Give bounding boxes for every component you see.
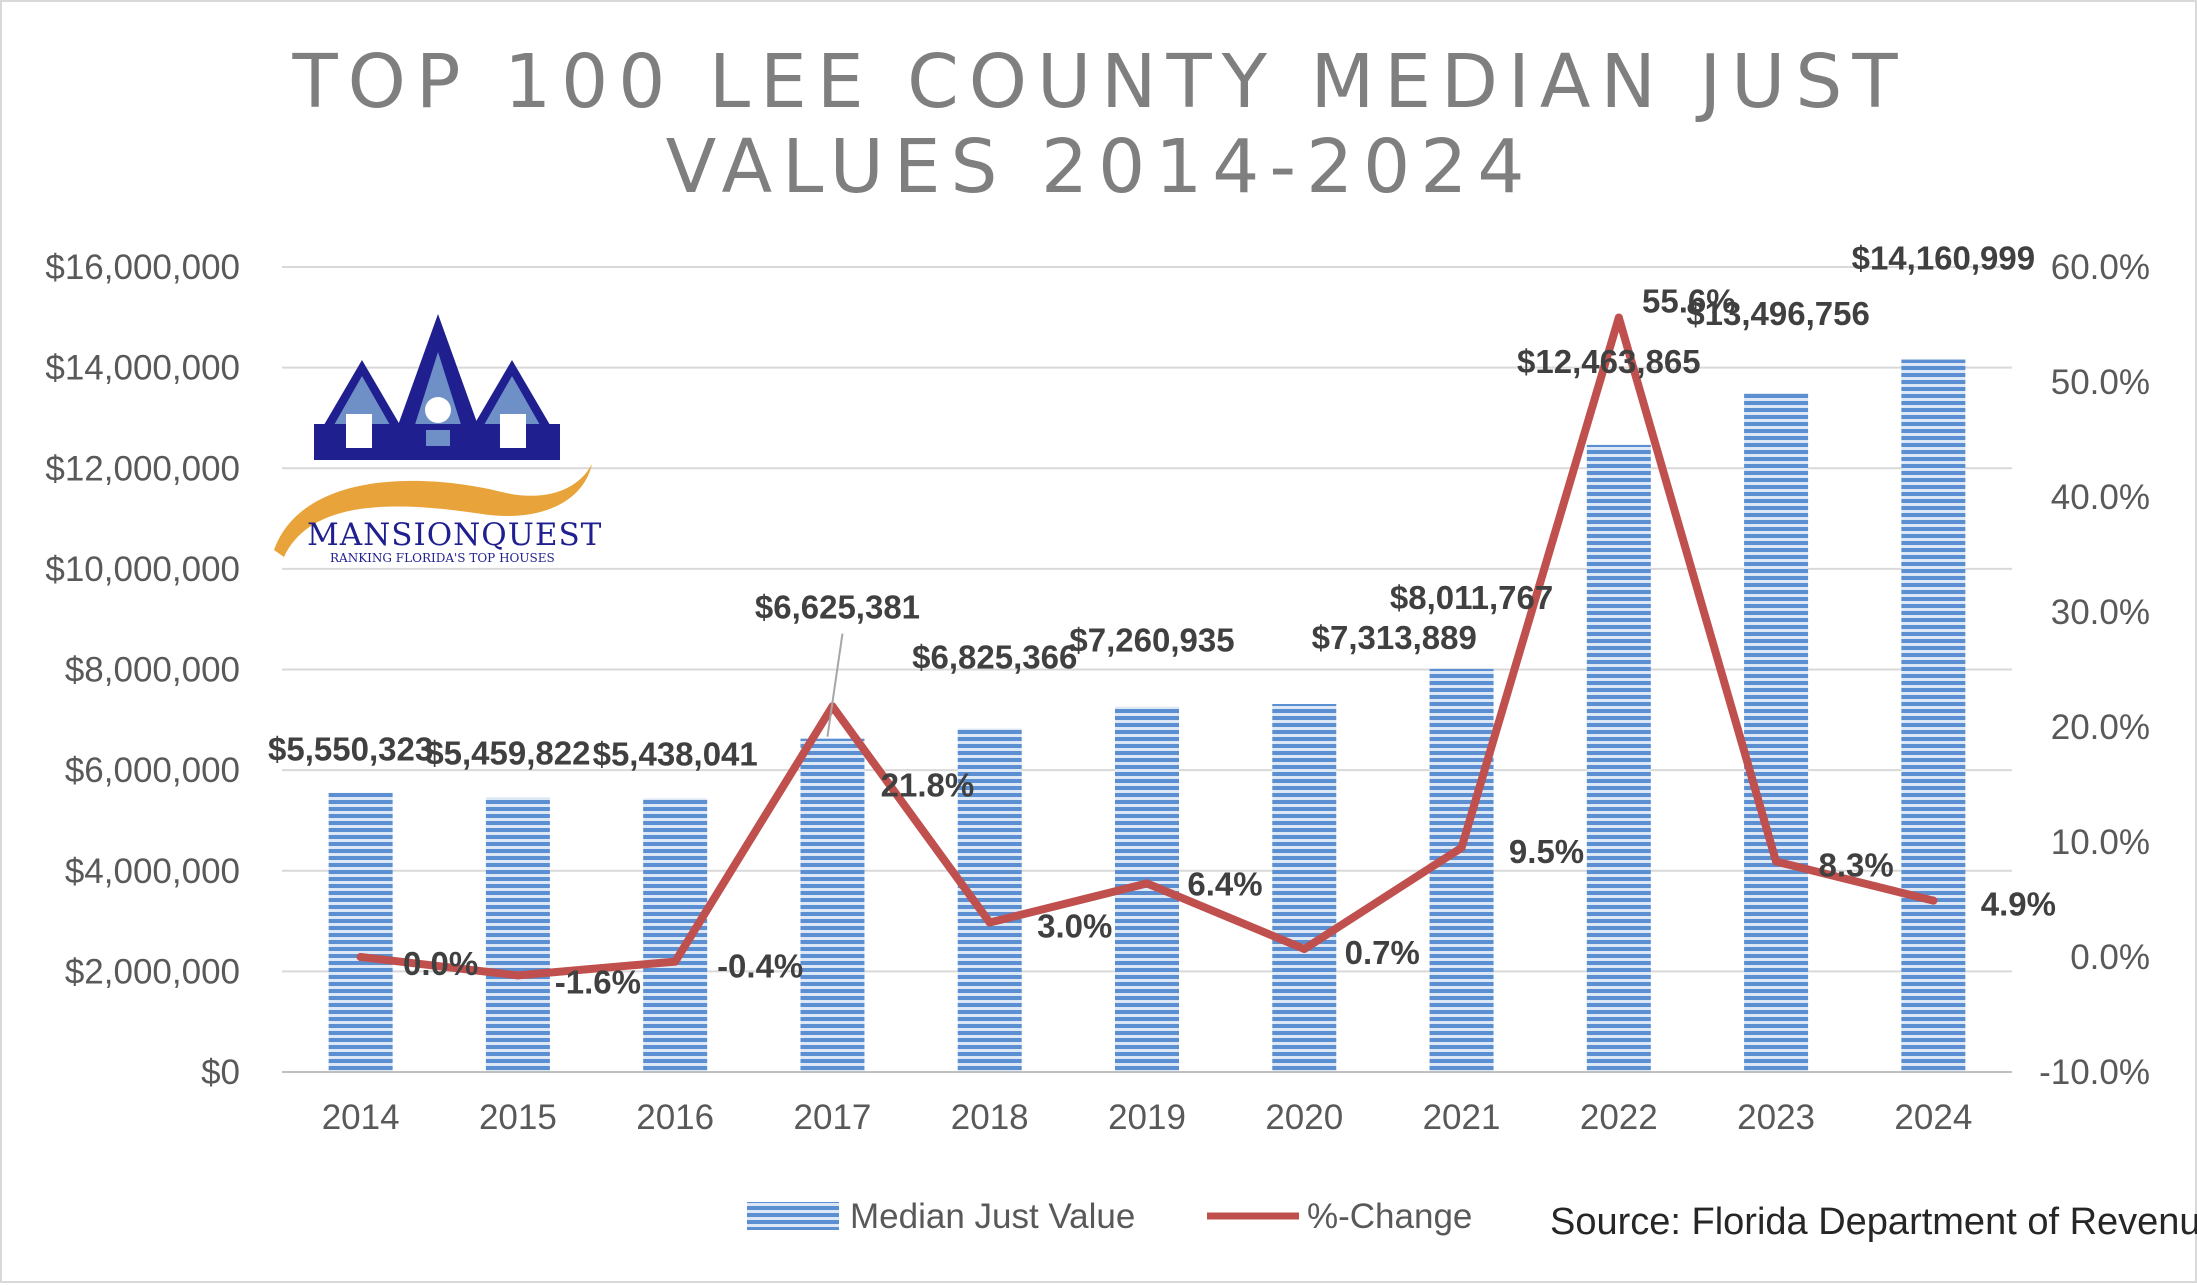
bar: [328, 792, 393, 1072]
line-data-label: 0.7%: [1345, 934, 1420, 971]
right-axis-tick-label: 0.0%: [2070, 938, 2150, 977]
right-axis-tick-label: 20.0%: [2051, 708, 2150, 747]
left-axis-tick-label: $8,000,000: [65, 651, 240, 690]
bar: [1744, 392, 1809, 1072]
line-data-label: 9.5%: [1509, 833, 1584, 870]
line-series: [356, 313, 1938, 980]
x-axis-tick-label: 2014: [322, 1098, 400, 1137]
line-data-label: 3.0%: [1037, 908, 1112, 945]
bar-data-label: $5,438,041: [593, 735, 758, 772]
right-axis-tick-label: 30.0%: [2051, 593, 2150, 632]
line-data-label: 21.8%: [881, 766, 975, 803]
source-note: Source: Florida Department of Revenue: [1550, 1201, 2197, 1243]
chart-title-line-2: VALUES 2014-2024: [666, 124, 1535, 210]
left-axis-tick-label: $12,000,000: [45, 449, 240, 488]
line-point: [1143, 879, 1151, 888]
line-point: [513, 971, 522, 980]
line-data-label: 0.0%: [403, 945, 478, 982]
left-axis-tick-label: $4,000,000: [65, 852, 240, 891]
legend: Median Just Value %-Change: [747, 1197, 1472, 1236]
chart-title: TOP 100 LEE COUNTY MEDIAN JUST VALUES 20…: [291, 39, 1907, 210]
bar-data-label: $6,825,366: [912, 639, 1077, 676]
bar: [1586, 444, 1651, 1072]
left-axis-tick-label: $0: [201, 1053, 240, 1092]
x-axis-tick-label: 2024: [1894, 1098, 1972, 1137]
x-axis-tick-label: 2019: [1108, 1098, 1186, 1137]
logo-name: MANSIONQUEST: [307, 517, 602, 553]
left-axis: $0 $2,000,000 $4,000,000 $6,000,000 $8,000,0…: [45, 248, 240, 1092]
right-axis: -10.0% 0.0% 10.0% 20.0% 30.0% 40.0% 50.0% 60.0%: [2039, 248, 2150, 1092]
right-axis-tick-label: -10.0%: [2039, 1053, 2150, 1092]
logo-tagline: RANKING FLORIDA'S TOP HOUSES: [330, 551, 555, 565]
x-axis-tick-label: 2015: [479, 1098, 557, 1137]
line-point: [671, 957, 680, 966]
legend-line-label: %-Change: [1307, 1197, 1472, 1236]
bar: [800, 738, 865, 1072]
bar-data-label: $6,625,381: [755, 589, 920, 626]
left-axis-tick-label: $6,000,000: [65, 751, 240, 790]
bar-data-labels: $5,550,323$5,459,822 $5,438,041 $6,625,381…: [268, 240, 2035, 773]
x-axis-tick-label: 2018: [951, 1098, 1029, 1137]
chart-title-line-1: TOP 100 LEE COUNTY MEDIAN JUST: [291, 39, 1907, 125]
left-axis-tick-label: $14,000,000: [45, 349, 240, 388]
right-axis-tick-label: 50.0%: [2051, 363, 2150, 402]
x-axis-tick-label: 2020: [1265, 1098, 1343, 1137]
logo-swoosh-icon: [274, 464, 592, 557]
x-axis-tick-label: 2023: [1737, 1098, 1815, 1137]
line-point: [985, 918, 994, 927]
bar-data-label: $13,496,756: [1686, 295, 1870, 332]
line-point: [1457, 843, 1466, 852]
line-point: [1772, 857, 1781, 866]
line-point: [1929, 896, 1938, 905]
bar-data-label: $7,313,889: [1312, 619, 1477, 656]
line-data-label: -0.4%: [717, 948, 803, 985]
x-axis-tick-label: 2017: [794, 1098, 872, 1137]
x-axis: 2014 2015 2016 2017 2018 2019 2020 2021 2022 2023…: [282, 1071, 2012, 1137]
bar: [1901, 359, 1966, 1072]
line-point: [1300, 944, 1309, 953]
line-data-labels: 0.0% -1.6% -0.4% 21.8% 3.0% 6.4% 0.7% 9.5% 55.6%…: [403, 283, 2056, 1001]
bar-data-label: $5,550,323: [268, 731, 433, 768]
bar: [485, 797, 550, 1072]
bar: [643, 798, 708, 1072]
left-axis-tick-label: $16,000,000: [45, 248, 240, 287]
line-point: [356, 953, 365, 961]
line-point: [1614, 313, 1623, 322]
line-data-label: 8.3%: [1818, 847, 1893, 884]
right-axis-tick-label: 10.0%: [2051, 823, 2150, 862]
bar-label-leader-line: [826, 633, 844, 737]
bar: [1272, 704, 1337, 1072]
bar-data-label: $5,459,822: [425, 734, 590, 771]
bar-data-label: $8,011,767: [1390, 579, 1553, 616]
x-axis-tick-label: 2022: [1580, 1098, 1658, 1137]
right-axis-tick-label: 40.0%: [2051, 478, 2150, 517]
bar-data-label: $12,463,865: [1517, 343, 1701, 380]
right-axis-tick-label: 60.0%: [2051, 248, 2150, 287]
bar: [1429, 668, 1494, 1072]
legend-bar-swatch: [747, 1202, 839, 1230]
left-axis-tick-label: $2,000,000: [65, 952, 240, 991]
bar-data-label: $7,260,935: [1069, 622, 1234, 659]
x-axis-tick-label: 2016: [636, 1098, 714, 1137]
line-data-label: 55.6%: [1642, 283, 1736, 320]
line-data-label: 4.9%: [1981, 886, 2056, 923]
bar-series: [328, 359, 1966, 1072]
x-axis-tick-label: 2021: [1423, 1098, 1501, 1137]
line-data-label: -1.6%: [555, 963, 641, 1000]
bar: [957, 728, 1022, 1072]
legend-bar-label: Median Just Value: [850, 1197, 1135, 1236]
bar-data-label: $14,160,999: [1852, 240, 2036, 277]
line-data-label: 6.4%: [1187, 865, 1262, 902]
left-axis-tick-label: $10,000,000: [45, 550, 240, 589]
mansionquest-logo: MANSIONQUEST RANKING FLORIDA'S TOP HOUSE…: [274, 314, 602, 565]
